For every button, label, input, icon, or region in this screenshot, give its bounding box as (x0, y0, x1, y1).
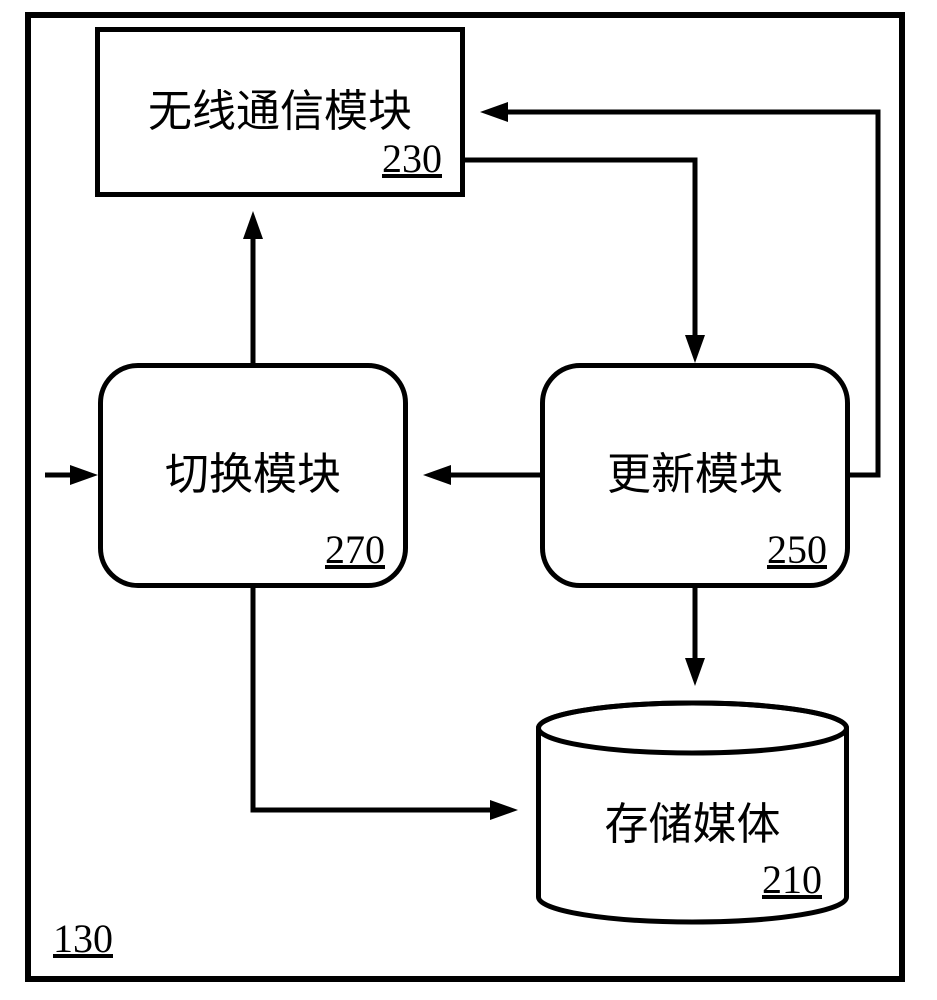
storage-number: 210 (762, 856, 822, 903)
storage-cylinder: 存储媒体 210 (535, 700, 850, 925)
wireless-module-label: 无线通信模块 (148, 86, 412, 139)
update-module-label: 更新模块 (607, 449, 783, 502)
switch-module-box: 切换模块 270 (98, 363, 408, 588)
diagram-root: 130 无线通信模块 230 切换模块 270 更新模块 250 存储媒体 21… (0, 0, 937, 1000)
switch-module-label: 切换模块 (165, 449, 341, 502)
frame-number: 130 (53, 915, 113, 962)
update-module-box: 更新模块 250 (540, 363, 850, 588)
storage-label: 存储媒体 (535, 788, 850, 852)
update-module-number: 250 (767, 526, 827, 573)
wireless-module-number: 230 (382, 135, 442, 182)
switch-module-number: 270 (325, 526, 385, 573)
wireless-module-box: 无线通信模块 230 (95, 27, 465, 197)
